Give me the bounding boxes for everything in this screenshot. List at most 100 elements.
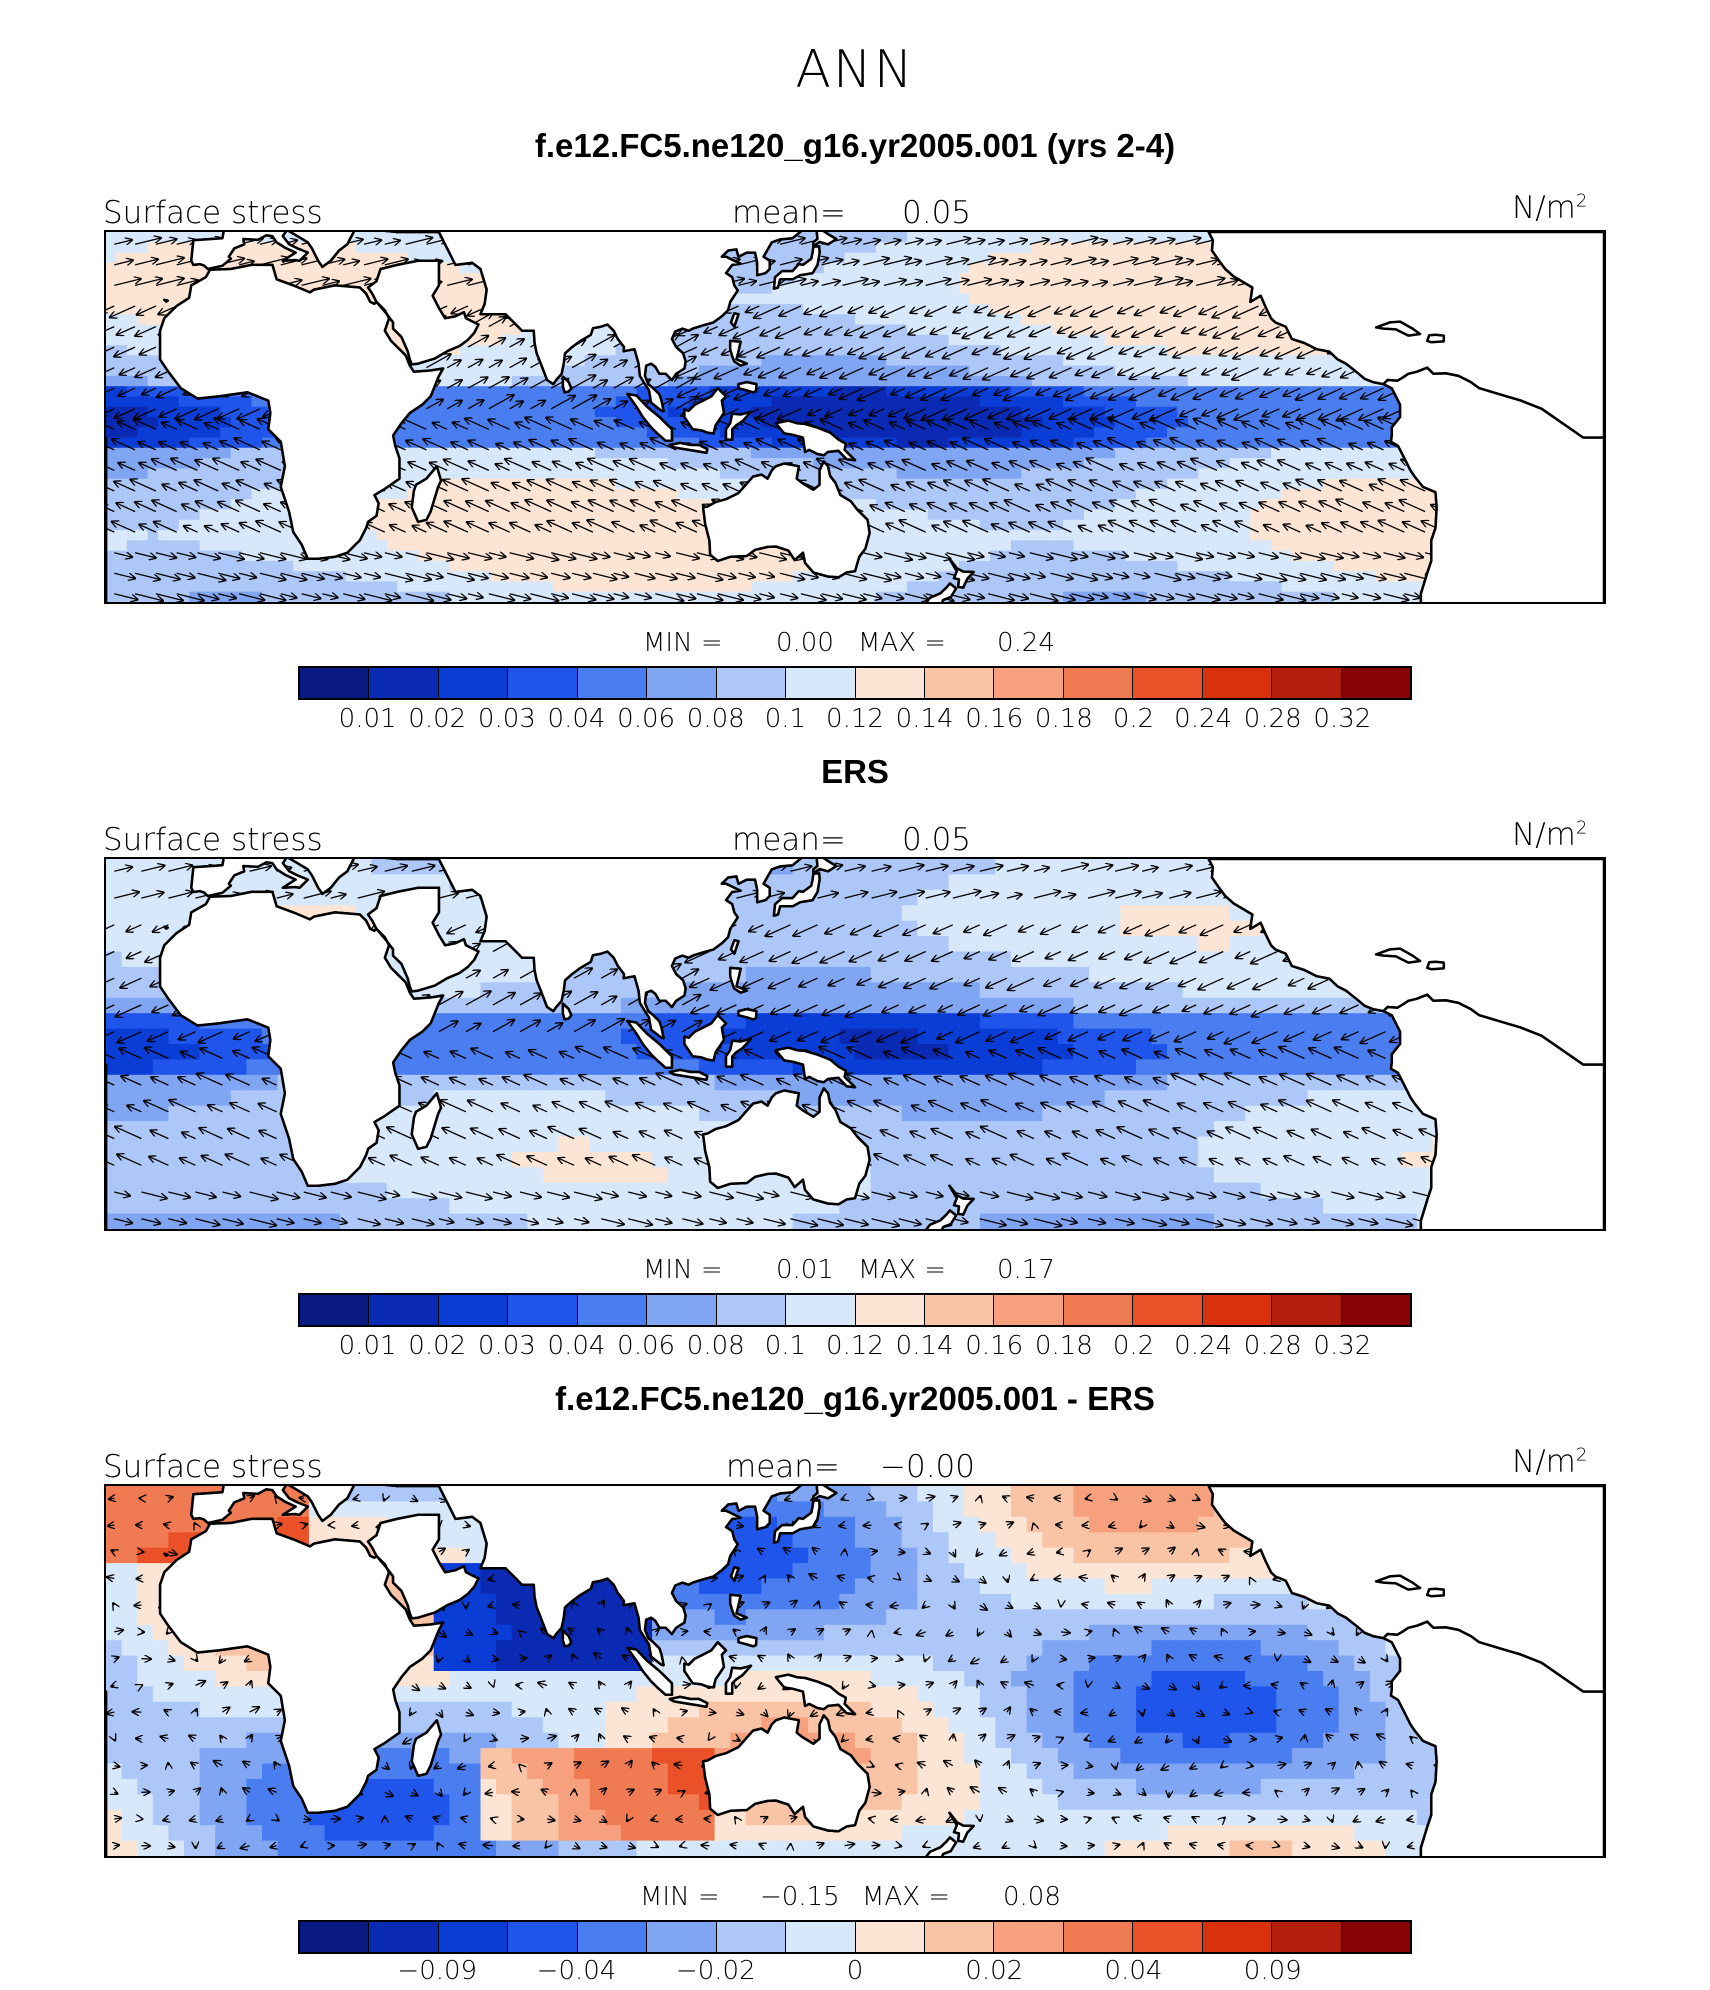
panel-3-mean-value: −0.00 [880,1449,975,1485]
colorbar-tick-label: 0.18 [1034,704,1093,734]
colorbar-swatch [1341,1295,1410,1325]
colorbar-swatch [647,1295,717,1325]
colorbar-tick-label: 0.18 [1034,1331,1093,1361]
colorbar-swatch [1202,668,1273,698]
colorbar-tick-label: 0.12 [826,1331,884,1361]
panel-3-min-label: MIN = [640,1882,720,1912]
colorbar-tick-label: 0.2 [1112,1331,1155,1361]
colorbar-tick-label: 0.16 [965,704,1024,734]
land-masses [106,232,1604,602]
colorbar-swatch [1341,1922,1410,1952]
colorbar-swatch [508,668,578,698]
colorbar-swatch [300,1922,370,1952]
colorbar-tick-label: 0.02 [408,1331,467,1361]
panel-3-colorbar [298,1920,1412,1954]
colorbar-swatch [855,1922,925,1952]
colorbar-swatch [855,1295,925,1325]
colorbar-tick-label: 0.08 [686,1331,745,1361]
colorbar-tick-label: −0.09 [397,1956,478,1986]
panel-2-mean-value: 0.05 [902,822,972,858]
colorbar-tick-label: −0.04 [536,1956,617,1986]
panel-2-colorbar [298,1293,1412,1327]
colorbar-swatch [1063,668,1134,698]
panel-3-mean-label: mean= [726,1449,840,1485]
colorbar-tick-label: 0 [846,1956,864,1986]
panel-2-units-exponent: 2 [1575,817,1588,839]
colorbar-swatch [438,1295,509,1325]
panel-2-units-label: N/m [1512,817,1576,853]
colorbar-swatch [1133,1922,1203,1952]
colorbar-swatch [438,668,509,698]
panel-1-colorbar-ticks: 0.01 0.02 0.03 0.04 0.06 0.08 0.1 0.12 0.14 0.16 0… [298,704,1412,738]
colorbar-swatch [438,1922,509,1952]
panel-1-max-label: MAX = [858,628,947,658]
panel-1-units-label: N/m [1512,190,1576,226]
panel-2-field-label: Surface stress [103,822,323,858]
colorbar-swatch [924,668,995,698]
colorbar-tick-label: 0.24 [1174,1331,1233,1361]
colorbar-tick-label: 0.06 [617,1331,676,1361]
colorbar-swatch [786,1922,856,1952]
panel-1-mean-value: 0.05 [902,195,972,231]
colorbar-tick-label: 0.1 [764,704,807,734]
colorbar-swatch [1202,1922,1273,1952]
colorbar-tick-label: 0.14 [895,704,954,734]
colorbar-tick-label: 0.06 [617,704,676,734]
colorbar-tick-label: 0.12 [826,704,884,734]
colorbar-swatch [508,1295,578,1325]
colorbar-swatch [577,668,648,698]
colorbar-tick-label: 0.28 [1243,1331,1302,1361]
colorbar-swatch [1063,1295,1134,1325]
colorbar-swatch [716,668,787,698]
colorbar-swatch [994,1922,1064,1952]
colorbar-swatch [1133,668,1203,698]
colorbar-tick-label: 0.14 [895,1331,954,1361]
colorbar-swatch [1133,1295,1203,1325]
colorbar-tick-label: 0.01 [338,704,397,734]
colorbar-tick-label: 0.16 [965,1331,1024,1361]
colorbar-swatch [924,1295,995,1325]
panel-2-colorbar-ticks: 0.01 0.02 0.03 0.04 0.06 0.08 0.1 0.12 0.14 0.16 0… [298,1331,1412,1365]
panel-1-colorbar [298,666,1412,700]
panel-2-units: N/m2 [1512,817,1587,853]
colorbar-swatch [1272,1295,1342,1325]
colorbar-swatch [647,1922,717,1952]
panel-1-units-exponent: 2 [1575,190,1588,212]
panel-3-field-label: Surface stress [103,1449,323,1485]
colorbar-swatch [716,1295,787,1325]
colorbar-swatch [1272,668,1342,698]
colorbar-tick-label: 0.04 [1104,1956,1163,1986]
panel-1-field-label: Surface stress [103,195,323,231]
colorbar-tick-label: 0.32 [1313,1331,1372,1361]
panel-1-mean-label: mean= [732,195,846,231]
panel-2-max-label: MAX = [858,1255,947,1285]
land-masses [106,1486,1604,1856]
panel-3-units: N/m2 [1512,1444,1587,1480]
colorbar-swatch [786,668,856,698]
panel-3-max-value: 0.08 [1003,1882,1061,1912]
colorbar-swatch [786,1295,856,1325]
colorbar-swatch [300,668,370,698]
colorbar-swatch [577,1295,648,1325]
panel-2-max-value: 0.17 [997,1255,1055,1285]
colorbar-tick-label: 0.08 [686,704,745,734]
colorbar-tick-label: 0.02 [965,1956,1024,1986]
colorbar-tick-label: 0.32 [1313,704,1372,734]
panel-3-units-label: N/m [1512,1444,1576,1480]
panel-2-min-value: 0.01 [776,1255,834,1285]
land-masses [106,859,1604,1229]
panel-2-map [104,857,1606,1231]
colorbar-tick-label: 0.24 [1174,704,1233,734]
panel-1-min-label: MIN = [643,628,723,658]
panel-1-units: N/m2 [1512,190,1587,226]
panel-3-units-exponent: 2 [1575,1444,1588,1466]
panel-3-map [104,1484,1606,1858]
colorbar-swatch [369,1295,439,1325]
panel-3-colorbar-ticks: −0.09 −0.04 −0.02 0 0.02 0.04 0.09 [298,1956,1412,1990]
colorbar-swatch [1063,1922,1134,1952]
colorbar-tick-label: 0.04 [547,1331,606,1361]
colorbar-tick-label: 0.03 [477,704,536,734]
colorbar-swatch [994,668,1064,698]
panel-3-min-value: −0.15 [760,1882,840,1912]
colorbar-tick-label: 0.03 [477,1331,536,1361]
